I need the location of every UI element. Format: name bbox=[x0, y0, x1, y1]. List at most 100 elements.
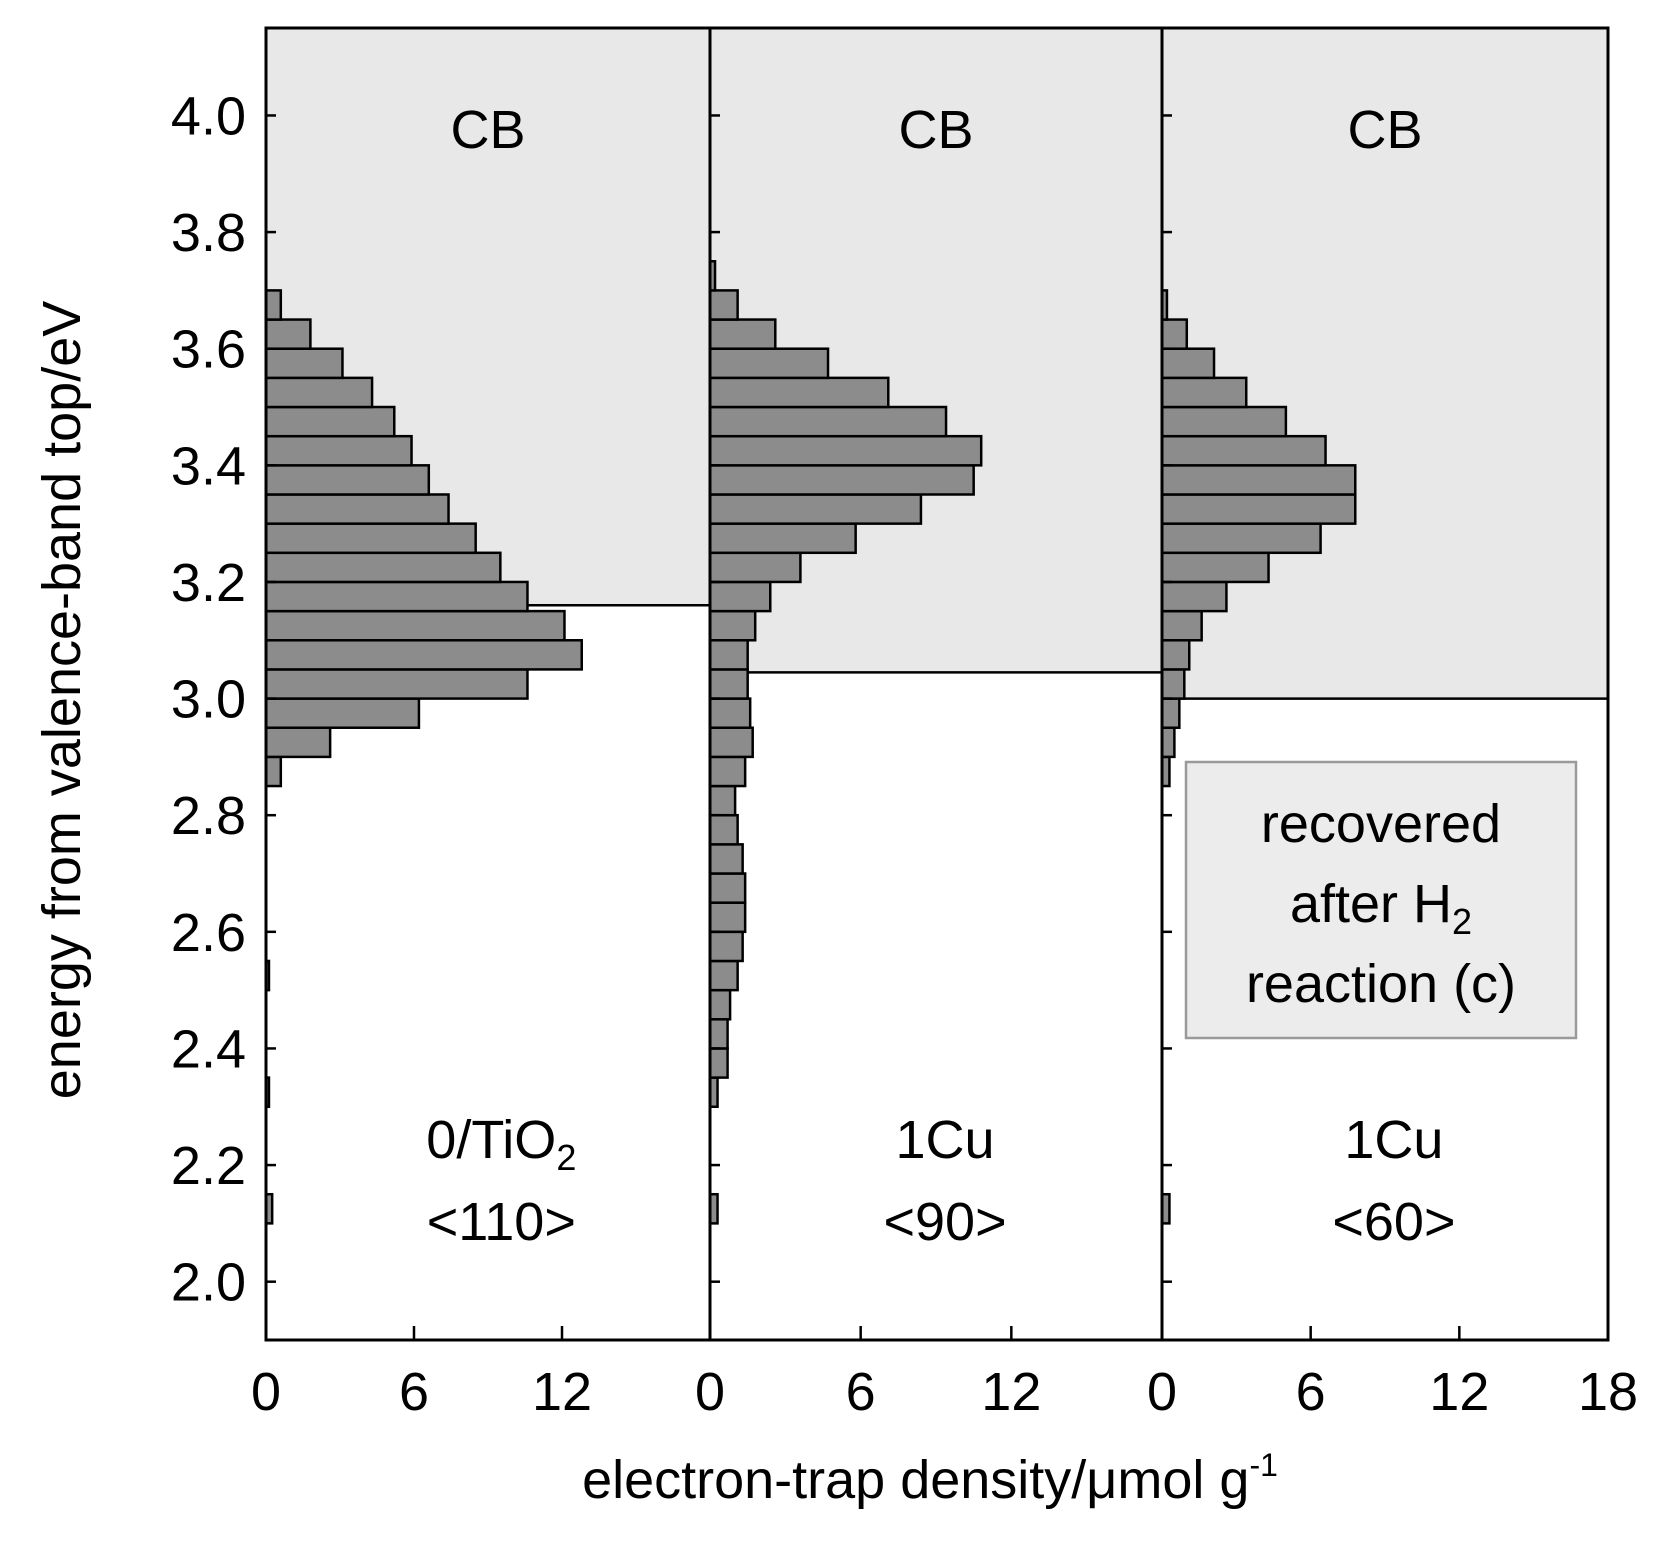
panel-1-x-tick-label-2: 12 bbox=[532, 1362, 592, 1422]
y-tick-label-10: 4.0 bbox=[171, 86, 246, 146]
panel-3-bar-7 bbox=[1160, 580, 1228, 613]
panel-3-inset-line-0: recovered bbox=[1261, 794, 1501, 854]
chart-text: 0 6 12 CB 0/TiO2 <110> 0 6 12 CB 1Cu <90> 0 6 12 18 CB 1C… bbox=[171, 86, 1638, 1422]
panel-2-bar-6 bbox=[708, 930, 744, 963]
panel-3-x-tick-label-1: 6 bbox=[1296, 1362, 1326, 1422]
panel-3-cb-label: CB bbox=[1347, 100, 1422, 160]
panel-2-bar-12 bbox=[708, 755, 747, 788]
panel-2-x-tick-label-2: 12 bbox=[981, 1362, 1041, 1422]
panel-1-x-tick-label-0: 0 bbox=[251, 1362, 281, 1422]
panel-2-bar-11 bbox=[708, 784, 737, 817]
panel-2-bar-4 bbox=[708, 988, 732, 1021]
panel-2-bar-28 bbox=[708, 289, 739, 321]
panel-1-bar-4 bbox=[264, 639, 583, 671]
y-tick-label-2: 2.4 bbox=[171, 1019, 246, 1079]
panel-3-sample-value: <60> bbox=[1332, 1192, 1455, 1252]
panel-3-inset-line-2: reaction (c) bbox=[1246, 954, 1516, 1014]
y-tick-label-4: 2.8 bbox=[171, 786, 246, 846]
panel-3-bar-11 bbox=[1160, 464, 1357, 496]
panel-3-bar-5 bbox=[1160, 639, 1191, 671]
y-tick-label-1: 2.2 bbox=[171, 1136, 246, 1196]
panel-2-bar-7 bbox=[708, 901, 747, 934]
y-tick-label-5: 3.0 bbox=[171, 670, 246, 730]
panel-2-bar-20 bbox=[708, 522, 857, 555]
panel-2-bar-3 bbox=[708, 1018, 729, 1050]
panel-1-bar-9 bbox=[264, 493, 450, 525]
panel-2-bar-5 bbox=[708, 959, 739, 992]
panel-2-x-tick-label-1: 6 bbox=[846, 1362, 876, 1422]
panel-1-bar-15 bbox=[264, 318, 312, 350]
panel-1-bar-10 bbox=[264, 464, 431, 496]
panel-2-bar-8 bbox=[708, 872, 747, 904]
panel-3-bar-2 bbox=[1160, 726, 1176, 759]
y-tick-label-7: 3.4 bbox=[171, 436, 246, 496]
panel-3-frame bbox=[1160, 26, 1610, 1342]
panel-2-sample-label: 1Cu bbox=[896, 1110, 995, 1170]
panel-1-bar-7 bbox=[264, 551, 502, 584]
panel-2-bar-2 bbox=[708, 1047, 729, 1079]
panel-2-sample-value: <90> bbox=[883, 1192, 1006, 1252]
panel-2-bar-16 bbox=[708, 639, 749, 671]
panel-3-inset-line-1: after H2 bbox=[1290, 874, 1472, 942]
panel-3-bar-14 bbox=[1160, 376, 1248, 409]
panel-1-bar-13 bbox=[264, 376, 374, 409]
panel-2-bar-9 bbox=[708, 843, 744, 875]
y-tick-label-8: 3.6 bbox=[171, 320, 246, 380]
panel-1-bar-11 bbox=[264, 434, 413, 467]
panel-2-bar-15 bbox=[708, 668, 749, 700]
panel-3-bar-4 bbox=[1160, 668, 1186, 700]
panel-1-bar-6 bbox=[264, 580, 529, 613]
panel-3-bar-15 bbox=[1160, 347, 1216, 380]
panel-2-bar-22 bbox=[708, 464, 975, 496]
panel-1-bar-5 bbox=[264, 609, 566, 642]
x-axis-title-sup: -1 bbox=[1249, 1447, 1277, 1483]
panel-2-bar-21 bbox=[708, 493, 923, 525]
axes bbox=[264, 26, 1610, 1342]
panel-1-bar-2 bbox=[264, 697, 421, 729]
panel-1-cb-label: CB bbox=[450, 100, 525, 160]
panel-1-sample-value: <110> bbox=[427, 1192, 576, 1252]
panel-3-x-tick-label-3: 18 bbox=[1578, 1362, 1638, 1422]
panel-3-bar-12 bbox=[1160, 434, 1327, 467]
panel-1-x-tick-label-1: 6 bbox=[399, 1362, 429, 1422]
panel-2-bar-24 bbox=[708, 405, 948, 438]
panel-3-bar-9 bbox=[1160, 522, 1322, 555]
panel-2-bar-17 bbox=[708, 609, 757, 642]
panel-2-bar-26 bbox=[708, 347, 830, 380]
panel-3-inset-box bbox=[1184, 760, 1578, 1040]
panel-3-cb-region bbox=[1162, 28, 1608, 699]
panel-1-bar-0 bbox=[264, 755, 283, 788]
panel-2-bar-23 bbox=[708, 434, 983, 467]
panel-2-bar-13 bbox=[708, 726, 754, 759]
y-tick-label-9: 3.8 bbox=[171, 203, 246, 263]
x-axis-title-main: electron-trap density/μmol g bbox=[582, 1450, 1249, 1510]
panel-3-bar-13 bbox=[1160, 405, 1288, 438]
panel-1-bar-1 bbox=[264, 726, 332, 759]
panel-1-sample-label: 0/TiO2 bbox=[426, 1110, 576, 1178]
panel-3-bar-3 bbox=[1160, 697, 1181, 729]
panel-2-cb-label: CB bbox=[898, 100, 973, 160]
y-axis-title: energy from valence-band top/eV bbox=[32, 301, 92, 1099]
panel-1-bar-14 bbox=[264, 347, 344, 380]
panel-3-sample-label: 1Cu bbox=[1344, 1110, 1443, 1170]
panel-3-bar-10 bbox=[1160, 493, 1357, 525]
panel-1-bar-3 bbox=[264, 668, 529, 700]
y-tick-label-3: 2.6 bbox=[171, 903, 246, 963]
y-tick-label-0: 2.0 bbox=[171, 1253, 246, 1313]
panel-3-bar-8 bbox=[1160, 551, 1270, 584]
panel-2-bar-25 bbox=[708, 376, 890, 409]
panel-1-bar-12 bbox=[264, 405, 396, 438]
panel-2-bar-19 bbox=[708, 551, 802, 584]
panel-1-bar-16 bbox=[264, 289, 283, 321]
panel-2-bar-14 bbox=[708, 697, 752, 729]
y-tick-label-6: 3.2 bbox=[171, 553, 246, 613]
panel-3-bar-6 bbox=[1160, 609, 1203, 642]
panel-2-bar-18 bbox=[708, 580, 772, 613]
panel-3-x-tick-label-0: 0 bbox=[1147, 1362, 1177, 1422]
panel-2-bar-10 bbox=[708, 813, 739, 846]
panel-1-bar-8 bbox=[264, 522, 477, 555]
panel-2-x-tick-label-0: 0 bbox=[695, 1362, 725, 1422]
panel-backgrounds bbox=[266, 28, 1608, 1340]
panel-2-bar-27 bbox=[708, 318, 777, 350]
